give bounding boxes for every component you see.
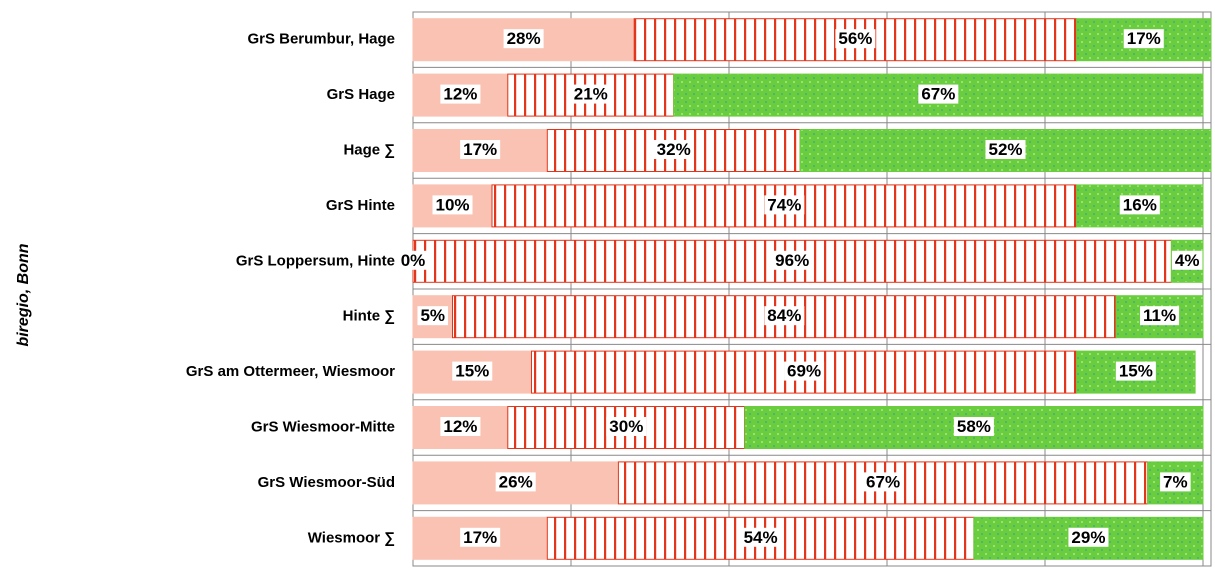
data-label: 11% <box>1143 306 1176 325</box>
data-label-bg <box>1068 527 1109 547</box>
data-label: 54% <box>744 528 778 547</box>
data-label-bg <box>1119 195 1160 215</box>
data-label-bg <box>1160 472 1191 492</box>
data-label: 29% <box>1071 528 1105 547</box>
data-label: 67% <box>866 472 900 491</box>
data-label: 30% <box>609 417 643 436</box>
data-label-bg <box>452 361 493 381</box>
category-label: GrS Wiesmoor-Süd <box>258 474 395 491</box>
category-label: Wiesmoor ∑ <box>308 529 395 546</box>
data-label: 17% <box>463 528 497 547</box>
data-label: 4% <box>1175 251 1200 270</box>
data-label: 17% <box>1127 29 1161 48</box>
data-label: 26% <box>499 472 533 491</box>
data-label-bg <box>432 195 473 215</box>
data-label-bg <box>606 416 647 436</box>
data-label: 28% <box>507 29 541 48</box>
data-label-bg <box>440 416 481 436</box>
data-label-bg <box>1115 361 1156 381</box>
data-label-bg <box>417 306 449 326</box>
data-label-bg <box>740 527 781 547</box>
data-label-bg <box>835 29 876 49</box>
data-label-bg <box>784 361 825 381</box>
data-label: 15% <box>1119 362 1153 381</box>
data-label: 32% <box>657 140 691 159</box>
category-label: GrS Hage <box>327 86 395 103</box>
data-label-bg <box>397 250 429 270</box>
data-label-bg <box>764 195 805 215</box>
data-label-bg <box>570 84 611 104</box>
category-label: Hinte ∑ <box>343 308 395 325</box>
data-label-bg <box>1171 250 1203 270</box>
data-label: 21% <box>574 85 608 104</box>
data-label: 74% <box>767 195 801 214</box>
data-label: 12% <box>443 417 477 436</box>
data-label: 56% <box>838 29 872 48</box>
data-label-bg <box>460 527 501 547</box>
data-label-bg <box>918 84 959 104</box>
data-label-bg <box>1123 29 1164 49</box>
data-label-bg <box>985 139 1026 159</box>
data-label: 7% <box>1163 472 1188 491</box>
data-label: 12% <box>443 85 477 104</box>
data-label: 69% <box>787 362 821 381</box>
data-label: 17% <box>463 140 497 159</box>
category-label: GrS Wiesmoor-Mitte <box>251 418 395 435</box>
bar-segment <box>1076 350 1196 394</box>
data-label: 15% <box>455 362 489 381</box>
bar-segment <box>799 129 1212 172</box>
data-label: 0% <box>401 251 426 270</box>
data-label: 16% <box>1123 195 1157 214</box>
data-label-bg <box>495 472 536 492</box>
data-label-bg <box>460 139 501 159</box>
data-label-bg <box>440 84 481 104</box>
data-label-bg <box>953 416 994 436</box>
data-label-bg <box>653 139 694 159</box>
data-label: 96% <box>775 251 809 270</box>
data-label: 67% <box>921 85 955 104</box>
data-label-bg <box>772 250 813 270</box>
bar-segment <box>1076 184 1204 228</box>
data-label: 84% <box>767 306 801 325</box>
bar-segment <box>546 516 975 560</box>
data-label: 5% <box>420 306 445 325</box>
data-label-bg <box>1140 306 1180 326</box>
category-label: GrS Hinte <box>326 197 395 214</box>
category-label: GrS Loppersum, Hinte <box>236 252 395 269</box>
data-label-bg <box>863 472 904 492</box>
category-label: GrS am Ottermeer, Wiesmoor <box>186 363 395 380</box>
data-label: 52% <box>988 140 1022 159</box>
category-label: GrS Berumbur, Hage <box>247 31 395 48</box>
y-axis-label: biregio, Bonn <box>15 243 32 346</box>
data-label-bg <box>503 29 544 49</box>
data-label-bg <box>764 306 805 326</box>
data-label: 58% <box>957 417 991 436</box>
category-label: Hage ∑ <box>343 141 395 158</box>
data-label: 10% <box>435 195 469 214</box>
